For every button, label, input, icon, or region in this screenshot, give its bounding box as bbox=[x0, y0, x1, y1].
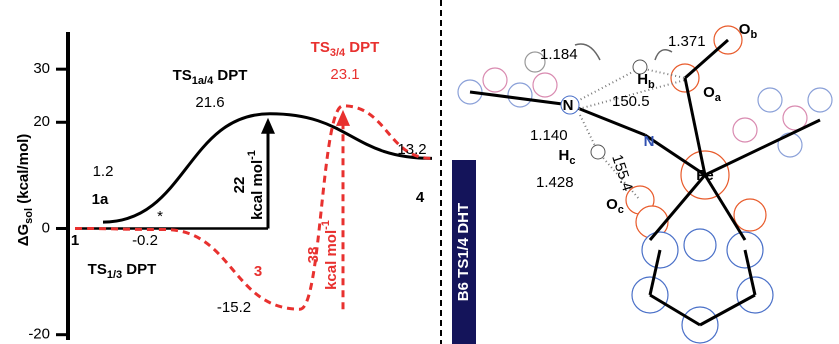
barrier-unit-part: kcal mol bbox=[323, 230, 340, 290]
barrier-unit: kcal mol-1 bbox=[320, 220, 340, 290]
atom-label-part: O bbox=[606, 196, 618, 213]
curved-arrow bbox=[575, 44, 600, 60]
state-label-part: 1a/4 bbox=[192, 75, 214, 87]
atom-label-part: b bbox=[750, 29, 757, 41]
atom-label: Hc bbox=[559, 147, 576, 167]
state-label: 1 bbox=[71, 232, 79, 249]
figure: B6 TS1/4 DHT 1.184 1.371 1.140 1.428 150… bbox=[0, 0, 839, 344]
value-label: -15.2 bbox=[217, 299, 251, 316]
state-label-part: DPT bbox=[213, 67, 247, 84]
atom-label-part: b bbox=[648, 79, 655, 91]
curved-arrow bbox=[655, 50, 672, 60]
y-tick-label: 20 bbox=[33, 113, 50, 130]
state-label-part: TS bbox=[173, 67, 192, 84]
state-label-part: DPT bbox=[345, 39, 379, 56]
value-label: 23.1 bbox=[330, 66, 359, 83]
distance: 1.428 bbox=[536, 174, 574, 191]
atom-label-part: N bbox=[563, 97, 574, 114]
atom-label-part: O bbox=[739, 21, 751, 38]
state-label-part: DPT bbox=[122, 261, 156, 278]
distance: 1.184 bbox=[540, 46, 578, 63]
state-label-part: TS bbox=[88, 261, 107, 278]
state-label-part: 3/4 bbox=[330, 47, 346, 59]
arrow-head bbox=[261, 118, 275, 134]
angle: 155.4 bbox=[608, 153, 636, 194]
value-label: 21.6 bbox=[195, 94, 224, 111]
atom-label-part: c bbox=[618, 204, 624, 216]
atom-label-part: N bbox=[644, 133, 655, 150]
distance: 1.371 bbox=[668, 33, 706, 50]
barrier-unit: kcal mol-1 bbox=[246, 150, 266, 220]
y-tick-label: -20 bbox=[28, 326, 50, 343]
barrier-unit-part: -1 bbox=[246, 150, 258, 160]
atom-label-part: H bbox=[637, 71, 648, 88]
y-axis-label-part: sol bbox=[23, 208, 35, 224]
y-tick-label: 30 bbox=[33, 60, 50, 77]
value-label: -0.2 bbox=[132, 232, 158, 249]
state-label-part: 1/3 bbox=[107, 269, 122, 281]
atom-label: Ob bbox=[739, 21, 758, 41]
atom-label-part: Fe bbox=[696, 167, 714, 184]
barrier-value: 38 bbox=[305, 247, 322, 264]
atom-label: N bbox=[563, 97, 574, 114]
h-atom bbox=[591, 145, 605, 159]
atom-label-part: O bbox=[703, 84, 715, 101]
y-tick-label: 0 bbox=[42, 219, 50, 236]
y-axis-label-part: ΔG bbox=[15, 224, 32, 246]
state-label: 3 bbox=[254, 263, 262, 280]
state-label: 4 bbox=[416, 189, 425, 206]
state-label: TS1/3 DPT bbox=[88, 261, 157, 281]
atom-label-part: c bbox=[569, 155, 575, 167]
state-label: TS3/4 DPT bbox=[311, 39, 380, 59]
state-label-part: TS bbox=[311, 39, 330, 56]
atom-label: Hb bbox=[637, 71, 655, 91]
atom-label: Oa bbox=[703, 84, 722, 104]
y-axis-label: ΔGsol (kcal/mol) bbox=[15, 134, 35, 247]
value-label: 13.2 bbox=[397, 141, 426, 158]
barrier-unit-part: kcal mol bbox=[249, 160, 266, 220]
state-label: 1a bbox=[92, 191, 109, 208]
note: * bbox=[157, 208, 163, 225]
angle: 150.5 bbox=[612, 93, 650, 110]
atom-label-part: H bbox=[559, 147, 570, 164]
atom-label: Oc bbox=[606, 196, 624, 216]
barrier-unit-part: -1 bbox=[320, 220, 332, 230]
banner: B6 TS1/4 DHT bbox=[455, 203, 472, 301]
distance: 1.140 bbox=[530, 127, 568, 144]
atom-label: N bbox=[644, 133, 655, 150]
atom-label-part: a bbox=[715, 92, 722, 104]
atom-label: Fe bbox=[696, 167, 714, 184]
state-label: TS1a/4 DPT bbox=[173, 67, 248, 87]
y-axis-label-part: (kcal/mol) bbox=[15, 134, 32, 208]
barrier-value: 22 bbox=[231, 177, 248, 194]
value-label: 1.2 bbox=[93, 163, 114, 180]
